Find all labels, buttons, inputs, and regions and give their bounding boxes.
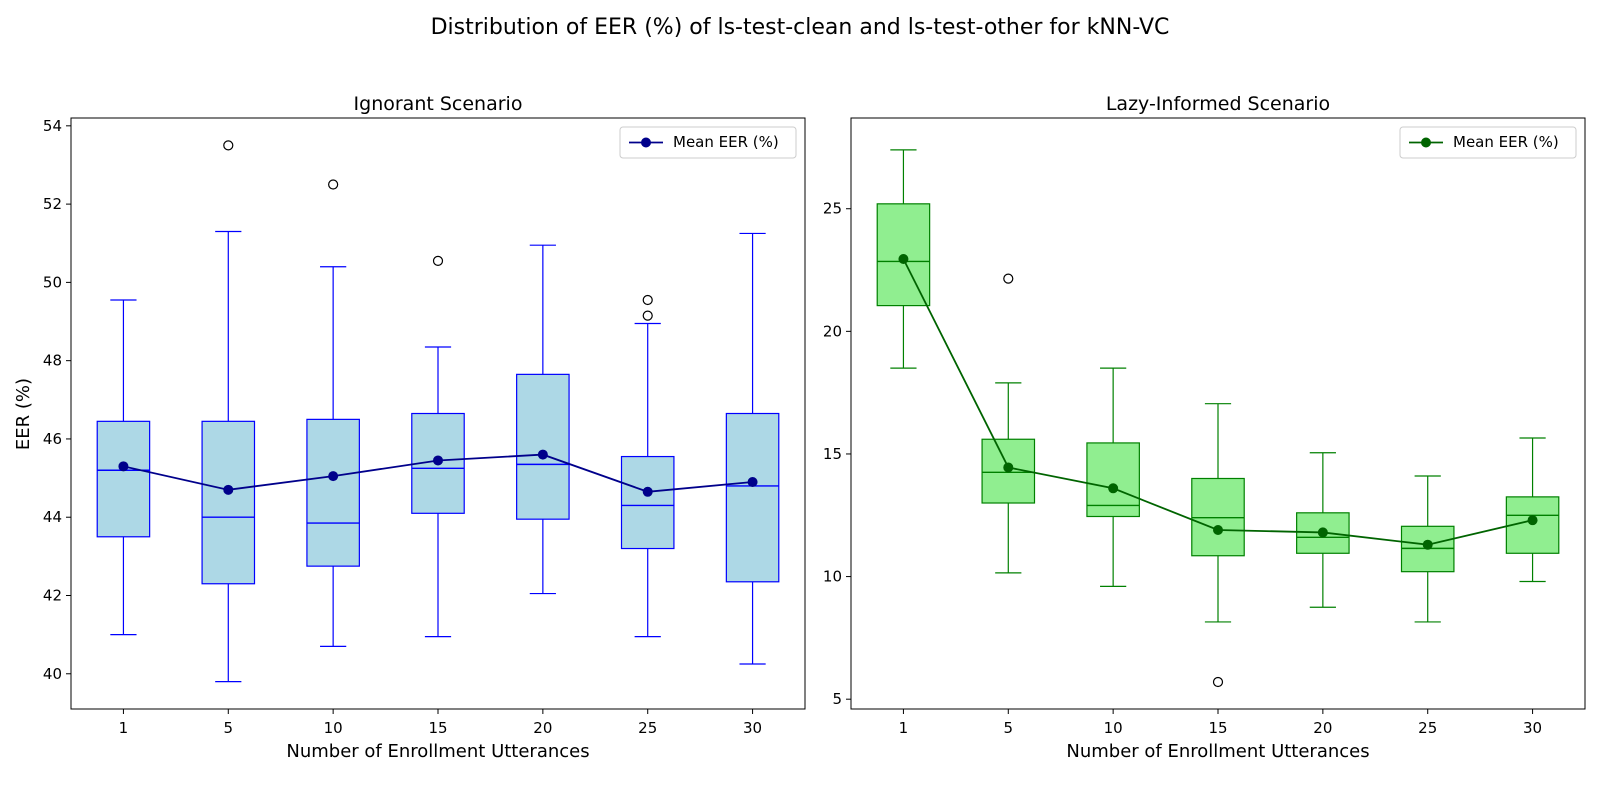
left-y-tick-label: 52 xyxy=(43,195,62,213)
right-chart: Lazy-Informed Scenario Number of Enrollm… xyxy=(823,93,1586,762)
right-x-tick-label: 15 xyxy=(1208,719,1227,737)
box-iqr xyxy=(201,420,256,585)
right-mean-point xyxy=(1003,462,1014,473)
right-chart-title: Lazy-Informed Scenario xyxy=(1106,93,1330,115)
left-y-tick-label: 46 xyxy=(43,430,62,448)
box-iqr xyxy=(96,420,151,538)
left-mean-point xyxy=(118,461,129,472)
right-legend-box xyxy=(1399,126,1577,159)
outlier-point xyxy=(328,179,339,190)
left-box-15 xyxy=(411,255,465,638)
left-legend-label: Mean EER (%) xyxy=(673,133,779,151)
outlier-point xyxy=(1003,273,1014,284)
right-legend-marker xyxy=(1421,137,1431,148)
left-x-tick-label: 30 xyxy=(743,719,762,737)
left-legend-marker xyxy=(641,137,651,148)
left-mean-point xyxy=(537,449,548,460)
left-y-tick-label: 42 xyxy=(43,586,62,604)
left-x-tick-label: 15 xyxy=(428,719,447,737)
left-mean-point xyxy=(747,476,758,487)
left-x-tick-label: 20 xyxy=(533,719,552,737)
box-iqr xyxy=(516,373,570,520)
box-iqr xyxy=(306,418,360,567)
right-box-15 xyxy=(1191,403,1245,688)
right-box-5 xyxy=(981,273,1036,574)
left-x-tick-label: 10 xyxy=(324,719,343,737)
left-mean-point xyxy=(433,455,443,466)
right-x-tick-label: 5 xyxy=(1004,719,1014,737)
right-x-tick-label: 20 xyxy=(1313,719,1332,737)
outlier-point xyxy=(642,294,653,306)
right-y-tick-label: 15 xyxy=(823,445,842,463)
right-x-axis-label: Number of Enrollment Utterances xyxy=(1066,741,1369,762)
right-y-tick-label: 20 xyxy=(823,322,842,340)
left-box-1 xyxy=(96,299,151,636)
left-x-axis-label: Number of Enrollment Utterances xyxy=(286,741,589,762)
right-mean-point xyxy=(1422,539,1433,550)
left-box-25 xyxy=(620,294,675,638)
left-y-tick-label: 44 xyxy=(43,508,62,526)
right-y-tick-label: 25 xyxy=(823,200,842,218)
left-y-tick-label: 50 xyxy=(43,273,62,291)
left-x-tick-label: 1 xyxy=(119,719,129,737)
left-box-30 xyxy=(725,232,780,665)
left-mean-point xyxy=(328,471,339,482)
right-legend-label: Mean EER (%) xyxy=(1453,133,1559,151)
left-legend-box xyxy=(619,126,797,159)
box-iqr xyxy=(725,412,780,583)
right-box-10 xyxy=(1086,367,1140,587)
left-chart: Ignorant Scenario Number of Enrollment U… xyxy=(13,93,806,762)
left-box-5 xyxy=(201,140,256,683)
right-x-tick-label: 10 xyxy=(1104,719,1123,737)
right-mean-point xyxy=(898,254,909,265)
right-box-25 xyxy=(1400,475,1455,623)
right-mean-point xyxy=(1213,524,1223,535)
left-x-tick-label: 25 xyxy=(638,719,657,737)
right-x-tick-label: 30 xyxy=(1523,719,1542,737)
box-iqr xyxy=(620,455,675,550)
left-y-tick-label: 54 xyxy=(43,117,62,135)
right-x-tick-label: 25 xyxy=(1418,719,1437,737)
left-mean-point xyxy=(223,484,234,495)
outlier-point xyxy=(223,140,234,151)
left-box-20 xyxy=(516,244,570,595)
right-mean-point xyxy=(1108,483,1119,494)
outlier-point xyxy=(642,310,653,321)
left-mean-point xyxy=(642,486,653,497)
right-mean-point xyxy=(1317,527,1328,538)
right-mean-point xyxy=(1527,515,1538,526)
left-box-10 xyxy=(306,179,360,647)
left-y-tick-label: 40 xyxy=(43,665,62,683)
box-iqr xyxy=(1086,442,1140,518)
right-y-tick-label: 5 xyxy=(832,690,842,708)
left-y-axis-label: EER (%) xyxy=(13,378,34,450)
outlier-point xyxy=(432,255,444,266)
left-y-tick-label: 48 xyxy=(43,352,62,370)
left-chart-title: Ignorant Scenario xyxy=(354,93,523,115)
figure-title: Distribution of EER (%) of ls-test-clean… xyxy=(431,15,1170,40)
right-y-tick-label: 10 xyxy=(823,568,842,586)
right-box-30 xyxy=(1505,437,1560,583)
outlier-point xyxy=(1212,676,1224,688)
right-x-tick-label: 1 xyxy=(899,719,909,737)
left-x-tick-label: 5 xyxy=(224,719,234,737)
